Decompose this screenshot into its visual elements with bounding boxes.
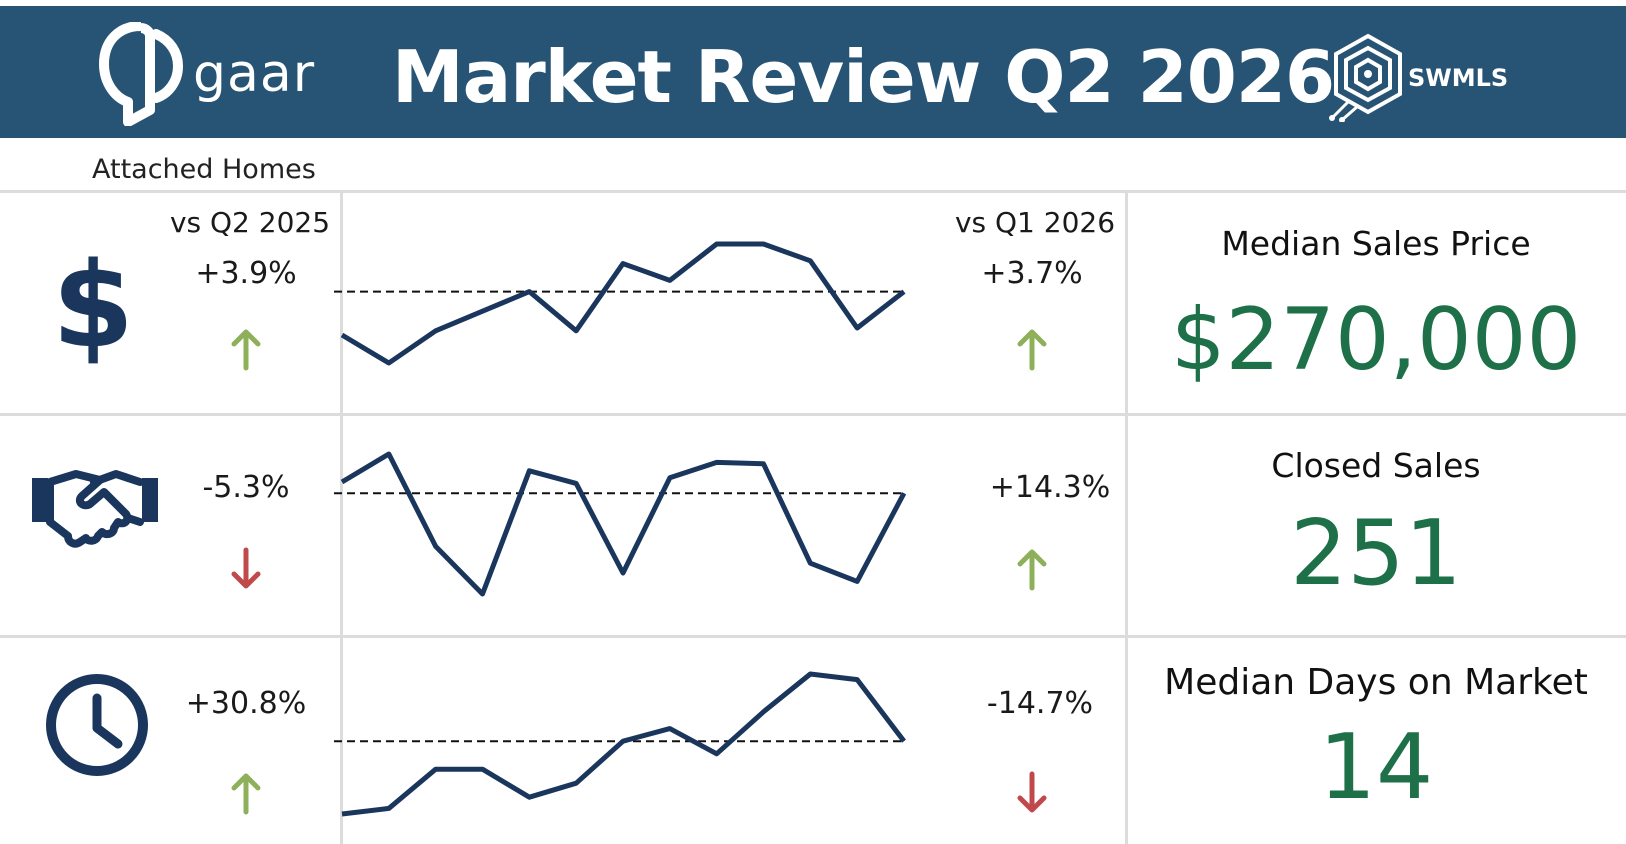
svg-text:$: $: [52, 244, 134, 364]
arrow-up-shape: [231, 329, 261, 371]
closed-sales-vs-year-arrow-icon: [231, 547, 261, 589]
median-price-vs-quarter-arrow-icon: [1017, 329, 1047, 371]
arrow-down-shape: [231, 547, 261, 589]
trend-series-line: [340, 241, 906, 366]
arrow-down-shape: [1017, 771, 1047, 813]
closed-sales-sparkline: [334, 451, 907, 597]
page-title: Market Review Q2 2026: [392, 35, 1335, 119]
closed-sales-vs-quarter-arrow-icon: [1017, 549, 1047, 591]
median-price-label: Median Sales Price: [1221, 224, 1531, 263]
handshake-icon: [32, 470, 158, 548]
days-on-market-label: Median Days on Market: [1164, 662, 1588, 703]
swmls-building-icon: [1329, 33, 1402, 123]
days-on-market-vs-quarter: -14.7%: [986, 686, 1094, 721]
trend-series-line: [341, 671, 906, 817]
clock-icon: [46, 674, 148, 776]
closed-sales-vs-quarter: +14.3%: [989, 470, 1111, 505]
days-on-market-vs-year-arrow-icon: [231, 773, 261, 815]
median-price-sparkline: [334, 241, 906, 366]
closed-sales-label: Closed Sales: [1271, 446, 1481, 485]
arrow-up-shape: [231, 773, 261, 815]
header-banner: gaar Market Review Q2 2026 SWMLS: [0, 0, 1626, 138]
column-divider-metrics-left: [1125, 190, 1128, 844]
days-on-market-vs-year: +30.8%: [185, 686, 307, 721]
row-divider-top: [0, 190, 1626, 193]
days-on-market-value: 14: [1318, 715, 1434, 820]
row-divider-1: [0, 413, 1626, 416]
vs-year-header: vs Q2 2025: [169, 206, 331, 239]
days-on-market-sparkline: [334, 671, 906, 817]
trend-series-line: [340, 451, 907, 597]
median-price-vs-quarter: +3.7%: [981, 256, 1083, 291]
gaar-door-icon: [99, 22, 184, 126]
median-price-vs-year: +3.9%: [195, 256, 297, 291]
vs-quarter-header: vs Q1 2026: [954, 206, 1116, 239]
swmls-logo: SWMLS: [1328, 32, 1518, 123]
dollar-icon: $: [52, 244, 134, 364]
column-divider-chart-left: [340, 190, 343, 844]
days-on-market-vs-quarter-arrow-icon: [1017, 771, 1047, 813]
property-type-label: Attached Homes: [92, 154, 316, 185]
median-price-vs-year-arrow-icon: [231, 329, 261, 371]
arrow-up-shape: [1017, 549, 1047, 591]
swmls-logo-text: SWMLS: [1408, 64, 1509, 92]
gaar-logo: gaar: [98, 22, 328, 132]
closed-sales-vs-year: -5.3%: [202, 470, 290, 505]
median-price-value: $270,000: [1170, 290, 1582, 390]
arrow-up-shape: [1017, 329, 1047, 371]
row-divider-2: [0, 635, 1626, 638]
closed-sales-value: 251: [1290, 501, 1462, 606]
gaar-logo-text: gaar: [193, 44, 316, 104]
